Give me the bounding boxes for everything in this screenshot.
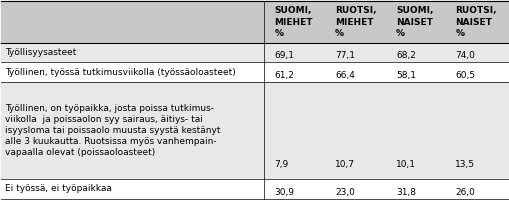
Text: 31,8: 31,8 [395, 188, 415, 197]
Text: 61,2: 61,2 [274, 71, 294, 80]
Text: 77,1: 77,1 [334, 51, 354, 60]
Bar [2, 1, 507, 43]
Bar [2, 43, 507, 62]
Bar [2, 82, 507, 179]
Text: 23,0: 23,0 [334, 188, 354, 197]
Bar [2, 62, 507, 82]
Text: RUOTSI,
MIEHET
%: RUOTSI, MIEHET % [334, 6, 376, 38]
Text: 7,9: 7,9 [274, 160, 288, 169]
Text: 30,9: 30,9 [274, 188, 294, 197]
Text: Työllisyysasteet: Työllisyysasteet [6, 48, 77, 57]
Text: 66,4: 66,4 [334, 71, 354, 80]
Text: 69,1: 69,1 [274, 51, 294, 60]
Text: SUOMI,
NAISET
%: SUOMI, NAISET % [395, 6, 433, 38]
Text: 68,2: 68,2 [395, 51, 415, 60]
Text: RUOTSI,
NAISET
%: RUOTSI, NAISET % [455, 6, 496, 38]
Text: Ei työssä, ei työpaikkaa: Ei työssä, ei työpaikkaa [6, 184, 112, 193]
Text: 26,0: 26,0 [455, 188, 474, 197]
Bar [2, 179, 507, 199]
Text: 60,5: 60,5 [455, 71, 474, 80]
Text: 13,5: 13,5 [455, 160, 474, 169]
Text: Työllinen, työssä tutkimusviikolla (työssäoloasteet): Työllinen, työssä tutkimusviikolla (työs… [6, 68, 236, 77]
Text: 10,7: 10,7 [334, 160, 354, 169]
Text: Työllinen, on työpaikka, josta poissa tutkimus-
viikolla  ja poissaolon syy sair: Työllinen, on työpaikka, josta poissa tu… [6, 104, 220, 157]
Text: 10,1: 10,1 [395, 160, 415, 169]
Text: SUOMI,
MIEHET
%: SUOMI, MIEHET % [274, 6, 312, 38]
Text: 58,1: 58,1 [395, 71, 415, 80]
Text: 74,0: 74,0 [455, 51, 474, 60]
